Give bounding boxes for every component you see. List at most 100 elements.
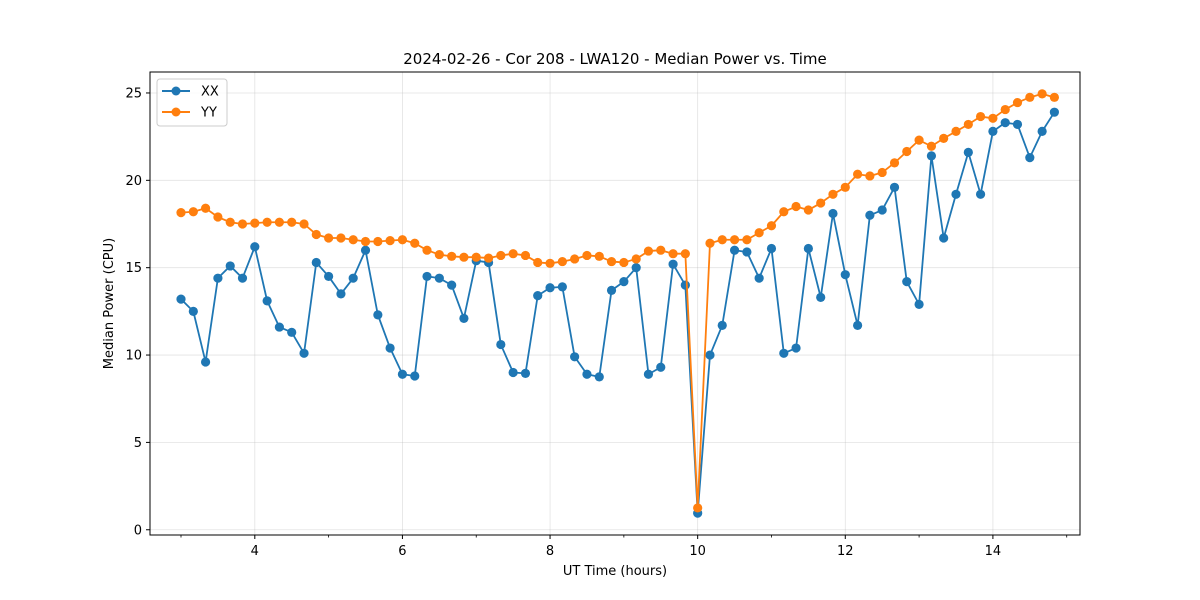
data-point-yy — [508, 249, 518, 259]
data-point-yy — [594, 251, 604, 261]
x-tick-label: 14 — [985, 544, 1002, 559]
data-point-xx — [1049, 107, 1059, 117]
data-point-xx — [262, 296, 272, 306]
data-point-yy — [397, 235, 408, 245]
data-point-xx — [717, 320, 727, 330]
data-point-xx — [348, 273, 358, 283]
data-point-yy — [803, 205, 813, 215]
data-point-xx — [939, 233, 949, 243]
data-point-xx — [176, 294, 186, 304]
data-point-yy — [188, 207, 198, 217]
x-axis-label: UT Time (hours) — [563, 564, 667, 579]
data-point-yy — [459, 252, 469, 262]
data-point-yy — [1037, 89, 1047, 99]
legend-label-yy: YY — [200, 106, 217, 121]
data-point-xx — [496, 339, 506, 350]
data-point-yy — [557, 256, 567, 267]
data-point-xx — [975, 189, 986, 199]
data-point-xx — [582, 369, 592, 379]
data-point-yy — [262, 217, 272, 227]
data-point-yy — [545, 258, 555, 268]
x-tick-label: 4 — [251, 544, 259, 559]
data-point-xx — [422, 271, 432, 282]
data-point-xx — [1037, 126, 1047, 137]
data-point-xx — [360, 245, 371, 255]
data-point-yy — [754, 228, 764, 238]
data-point-xx — [619, 277, 629, 287]
y-tick-label: 10 — [125, 349, 142, 364]
data-point-xx — [668, 259, 678, 269]
legend: XX YY — [156, 78, 228, 127]
data-point-xx — [324, 271, 334, 282]
data-point-xx — [373, 310, 383, 320]
data-point-yy — [902, 146, 912, 157]
data-point-yy — [360, 236, 371, 247]
data-point-yy — [840, 182, 850, 192]
data-point-yy — [237, 219, 248, 229]
data-point-xx — [434, 273, 444, 283]
plot-frame — [149, 71, 1081, 536]
data-point-xx — [508, 367, 518, 378]
x-tick-label: 6 — [398, 544, 406, 559]
data-point-yy — [176, 208, 186, 218]
data-point-yy — [225, 217, 235, 227]
data-point-yy — [200, 203, 211, 213]
data-point-xx — [188, 306, 198, 316]
data-point-xx — [447, 280, 457, 290]
data-point-xx — [1000, 118, 1010, 128]
data-point-xx — [779, 348, 789, 358]
data-point-xx — [742, 247, 752, 257]
y-axis: 0 5 10 15 20 25 — [125, 86, 150, 538]
data-point-yy — [975, 111, 986, 122]
data-point-xx — [729, 245, 740, 255]
data-point-xx — [631, 263, 641, 273]
data-point-yy — [348, 235, 358, 245]
data-point-yy — [668, 249, 678, 259]
data-point-xx — [840, 270, 850, 280]
x-tick-label: 8 — [546, 544, 554, 559]
data-point-xx — [225, 261, 235, 271]
data-point-yy — [926, 141, 937, 151]
data-point-yy — [853, 169, 863, 179]
data-point-xx — [336, 289, 346, 299]
data-point-yy — [1000, 104, 1010, 115]
legend-marker-yy — [171, 107, 181, 117]
y-tick-label: 0 — [134, 523, 142, 538]
data-point-yy — [680, 249, 690, 259]
data-point-xx — [557, 282, 567, 292]
data-point-yy — [939, 133, 949, 143]
data-point-yy — [410, 238, 420, 248]
data-point-xx — [570, 352, 580, 362]
data-point-yy — [533, 257, 543, 268]
data-point-xx — [828, 208, 838, 219]
data-point-xx — [606, 285, 617, 295]
data-point-xx — [311, 257, 321, 268]
data-point-xx — [656, 362, 666, 372]
data-point-xx — [951, 189, 961, 199]
data-point-yy — [373, 236, 383, 247]
x-tick-label: 10 — [689, 544, 706, 559]
y-tick-label: 25 — [125, 86, 142, 101]
data-point-yy — [606, 256, 617, 267]
data-point-xx — [533, 291, 543, 301]
data-point-xx — [299, 348, 309, 358]
data-point-xx — [680, 280, 690, 290]
data-point-xx — [410, 371, 420, 381]
data-point-yy — [570, 254, 580, 264]
data-point-xx — [791, 343, 801, 353]
x-tick-label: 12 — [837, 544, 854, 559]
data-point-xx — [902, 277, 912, 287]
data-point-yy — [471, 252, 481, 262]
data-point-yy — [779, 207, 789, 217]
x-axis: 4 6 8 10 12 14 — [180, 535, 1068, 559]
plot-background — [150, 72, 1080, 535]
data-point-yy — [274, 217, 284, 227]
data-point-xx — [200, 357, 211, 367]
y-tick-label: 15 — [125, 261, 142, 276]
data-point-yy — [656, 245, 666, 255]
data-point-yy — [705, 238, 715, 248]
data-point-yy — [791, 201, 801, 212]
data-point-yy — [877, 167, 887, 178]
data-point-yy — [951, 126, 961, 137]
